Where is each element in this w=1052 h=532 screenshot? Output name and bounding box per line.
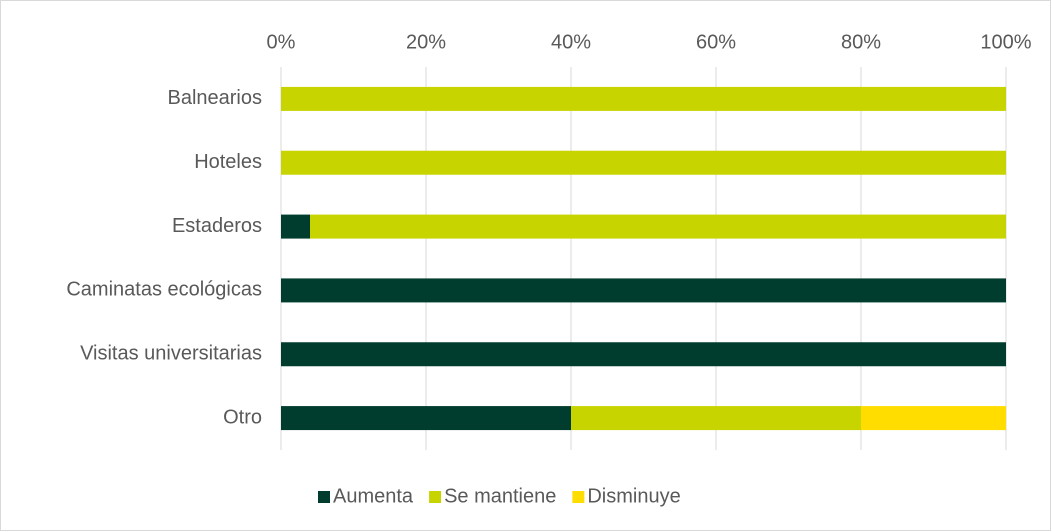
legend-label: Aumenta [333, 485, 414, 507]
x-tick-label: 60% [696, 31, 736, 53]
x-tick-label: 80% [841, 31, 881, 53]
bar-segment [281, 278, 1006, 303]
bar-segment [281, 150, 1006, 175]
bar-segment [281, 342, 1006, 367]
legend-label: Se mantiene [444, 485, 556, 507]
legend-label: Disminuye [587, 485, 680, 507]
y-tick-label: Estaderos [172, 215, 262, 237]
y-tick-label: Hoteles [194, 151, 262, 173]
legend-swatch [318, 491, 330, 503]
bar-segment [861, 406, 1006, 431]
x-tick-label: 100% [980, 31, 1031, 53]
bar-segment [310, 214, 1006, 239]
y-tick-label: Caminatas ecológicas [66, 279, 262, 301]
bar-segment [571, 406, 861, 431]
y-tick-label: Otro [223, 406, 262, 428]
x-tick-label: 0% [267, 31, 296, 53]
bar-segment [281, 214, 310, 239]
bar-segment [281, 86, 1006, 111]
x-tick-label: 40% [551, 31, 591, 53]
y-tick-label: Balnearios [167, 87, 262, 109]
legend-swatch [572, 491, 585, 503]
legend-swatch [429, 491, 442, 503]
bar-segment [281, 406, 571, 431]
x-tick-label: 20% [406, 31, 446, 53]
y-tick-label: Visitas universitarias [80, 343, 262, 365]
